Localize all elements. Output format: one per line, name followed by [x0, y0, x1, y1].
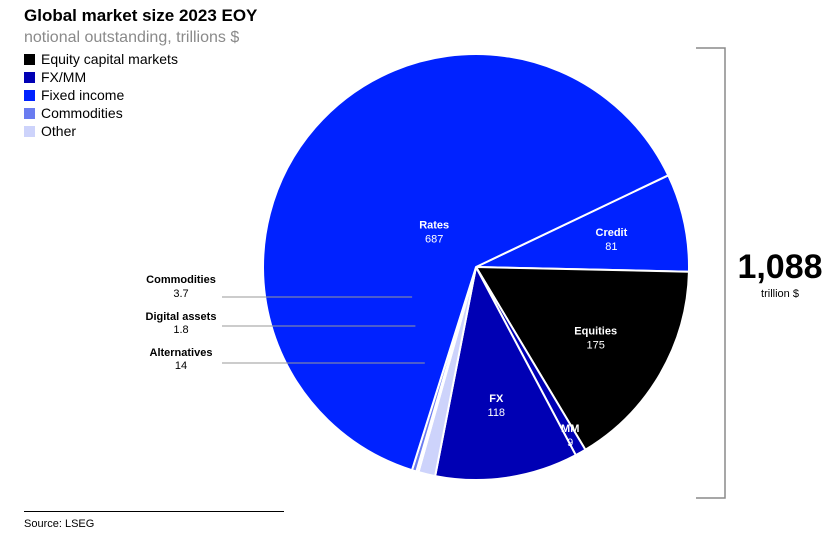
slice-value-digital-assets: 1.8	[173, 324, 188, 336]
legend-swatch	[24, 71, 35, 83]
legend-swatch	[24, 53, 35, 65]
chart-subtitle: notional outstanding, trillions $	[24, 29, 240, 46]
slice-label-fx: FX	[489, 393, 504, 405]
legend-label: Commodities	[41, 105, 123, 121]
slice-value-credit: 81	[605, 241, 617, 253]
legend-item-commodities: Commodities	[24, 104, 178, 122]
total-unit: trillion $	[761, 288, 799, 300]
legend-label: FX/MM	[41, 69, 87, 85]
legend-label: Equity capital markets	[41, 51, 178, 67]
legend-item-fx-mm: FX/MM	[24, 68, 178, 86]
slice-label-equities: Equities	[574, 326, 617, 338]
legend-swatch	[24, 107, 35, 119]
pie-slice-equities	[475, 266, 690, 451]
slice-label-rates: Rates	[419, 220, 449, 232]
pie-slice-credit	[475, 174, 690, 273]
source-divider	[24, 511, 284, 512]
slice-label-alternatives: Alternatives	[150, 347, 213, 359]
pie-slice-fx	[434, 266, 577, 481]
legend-swatch	[24, 125, 35, 137]
total-bracket	[696, 47, 726, 499]
legend-swatch	[24, 89, 35, 101]
slice-value-commodities: 3.7	[173, 288, 188, 300]
legend-label: Fixed income	[41, 87, 125, 103]
legend-item-other: Other	[24, 122, 178, 140]
pie-labels: Credit81Equities175MM9FX118Alternatives1…	[146, 220, 628, 449]
legend-label: Other	[41, 123, 77, 139]
total-block: 1,088 trillion $	[730, 248, 830, 300]
slice-label-mm: MM	[561, 423, 579, 435]
slice-value-alternatives: 14	[175, 360, 187, 372]
slice-value-equities: 175	[587, 340, 605, 352]
slice-value-rates: 687	[425, 234, 443, 246]
legend-item-equity-capital-markets: Equity capital markets	[24, 50, 178, 68]
slice-label-credit: Credit	[596, 227, 628, 239]
slice-value-fx: 118	[488, 407, 506, 419]
slice-label-commodities: Commodities	[146, 274, 216, 286]
pie-slices	[262, 53, 690, 481]
legend: Equity capital markets FX/MM Fixed incom…	[24, 50, 178, 140]
chart-title: Global market size 2023 EOY	[24, 6, 258, 25]
pie-slice-rates	[262, 53, 670, 472]
source-note: Source: LSEG	[24, 518, 95, 530]
total-value: 1,088	[737, 248, 823, 286]
slice-label-digital-assets: Digital assets	[146, 311, 217, 323]
slice-value-mm: 9	[567, 437, 573, 449]
legend-item-fixed-income: Fixed income	[24, 86, 178, 104]
